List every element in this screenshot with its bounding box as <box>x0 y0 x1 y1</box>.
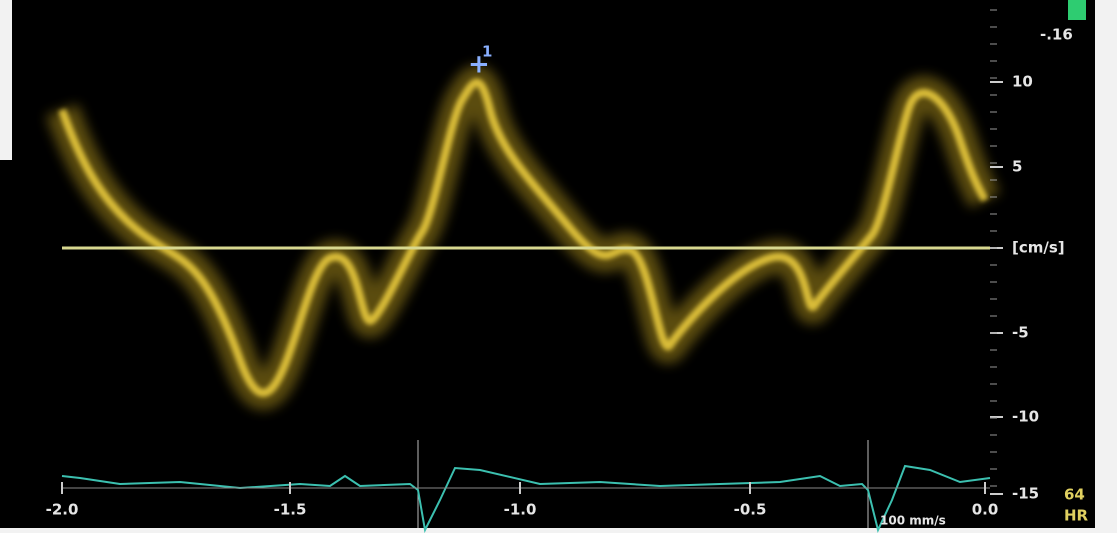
cursor-label: 1 <box>482 43 492 61</box>
heart-rate-value: 64 <box>1064 486 1085 504</box>
x-tick-label: -0.5 <box>734 501 767 519</box>
x-tick-label: -1.0 <box>504 501 537 519</box>
y-tick-label: -10 <box>1012 408 1039 426</box>
sweep-speed: 100 mm/s <box>880 514 946 528</box>
y-tick-label: -15 <box>1012 485 1039 503</box>
right-panel-edge <box>1095 0 1117 533</box>
x-tick-label: 0.0 <box>972 501 999 519</box>
left-panel-edge <box>0 0 12 160</box>
doppler-trace <box>46 65 1001 410</box>
scale-top-label: -.16 <box>1040 26 1073 44</box>
y-tick-label: 5 <box>1012 158 1022 176</box>
bottom-edge <box>0 528 1117 533</box>
y-tick-label: [cm/s] <box>1012 239 1065 257</box>
heart-rate-label: HR <box>1064 507 1089 525</box>
x-tick-label: -2.0 <box>46 501 79 519</box>
color-indicator <box>1068 0 1086 20</box>
x-tick-label: -1.5 <box>274 501 307 519</box>
cursor-cross: + <box>468 50 490 80</box>
spectral-peak <box>58 78 989 397</box>
y-tick-label: 10 <box>1012 73 1033 91</box>
y-tick-label: -5 <box>1012 324 1029 342</box>
